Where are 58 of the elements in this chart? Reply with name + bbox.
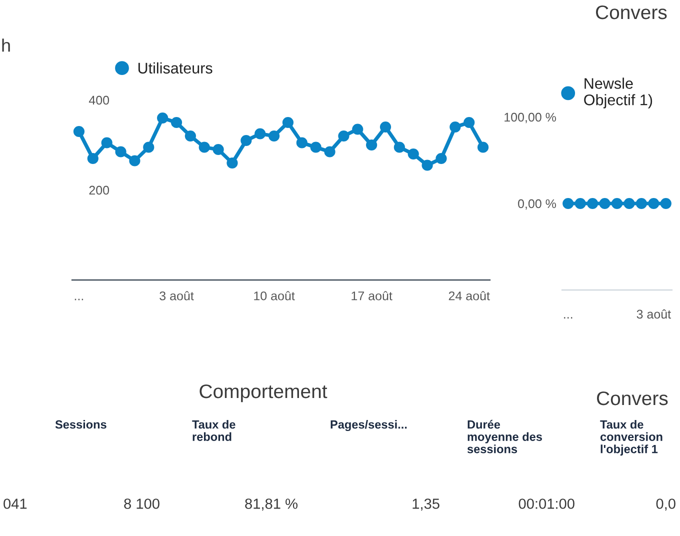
point [450,121,461,133]
y-tick-label: 200 [89,186,110,195]
point [87,152,98,164]
text: 0,0 [656,498,676,511]
text: Durée moyenne des sessions [467,420,542,454]
text: Taux de conversion l'objectif 1 [600,420,662,456]
point [129,155,140,166]
text: 8 100 [124,498,160,509]
point [477,142,489,153]
point [240,134,252,146]
x-tick-label: 3 août [160,291,194,300]
text: 1,35 [412,498,440,511]
x-tick-label: ... [74,298,84,300]
point [226,157,238,169]
point [436,152,447,164]
point [408,148,419,160]
point [157,112,168,124]
point [366,139,378,151]
point [212,144,224,156]
x-tick-label: 10 août [254,291,295,300]
chart-title: Convers [596,5,667,20]
x-tick-label: 24 août [448,291,490,300]
point [268,130,280,142]
y-tick-label: 400 [88,96,110,105]
point [143,142,154,153]
point [464,116,475,128]
point [282,116,294,128]
point [198,142,210,153]
text: Convers [596,391,668,406]
point [394,142,405,153]
point [101,137,112,148]
point [310,142,322,153]
point [184,130,196,142]
point [324,146,336,158]
legend-label: Newsle Objectif 1) [584,78,652,108]
text: Sessions [55,420,106,429]
text: Comportement [200,384,328,402]
y-tick-label: 0,00 % [518,199,556,210]
text: 81,81 % [245,498,298,511]
x-tick-label: 3 août [636,309,671,319]
legend-label: Utilisateurs [138,62,212,74]
text: 00:01:00 [518,498,574,509]
x-tick-label: 17 août [352,291,392,300]
point [170,116,182,128]
text: 041 [4,498,27,509]
point [338,130,350,142]
y-tick-label: 100,00 % [504,112,556,124]
point [73,126,85,138]
point [422,160,433,171]
text: Taux de rebond [192,420,236,441]
point [115,146,126,158]
text: h [2,38,10,52]
x-tick-label: ... [564,317,572,319]
point [352,124,364,135]
text: Pages/sessi... [330,420,407,432]
point [296,137,308,148]
point [380,121,392,133]
point [254,128,266,140]
